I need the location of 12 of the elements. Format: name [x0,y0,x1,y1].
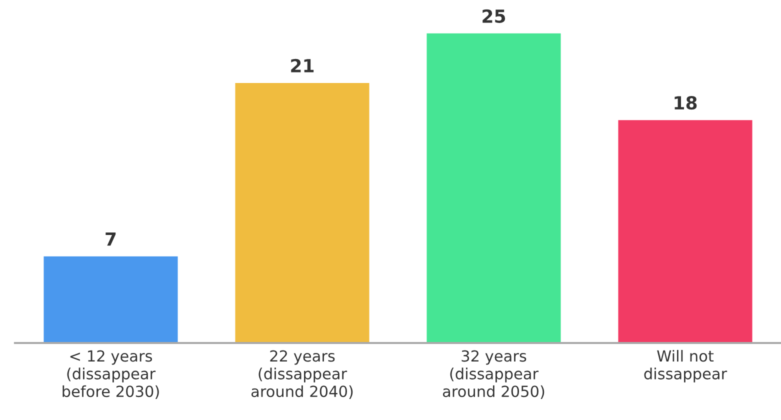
x-tick-label: < 12 years (dissappear before 2030) [62,350,159,399]
x-tick-label: 32 years (dissappear around 2050) [442,350,544,399]
x-tick-label: Will not dissappear [644,350,728,382]
x-tick-label: 22 years (dissappear around 2040) [251,350,353,399]
data-label: 18 [674,96,697,110]
bar [235,82,370,343]
bar [618,120,752,343]
bar [426,33,561,343]
data-label: 7 [106,232,116,246]
bar [44,256,178,343]
data-label: 25 [482,9,506,23]
data-label: 21 [291,58,314,72]
